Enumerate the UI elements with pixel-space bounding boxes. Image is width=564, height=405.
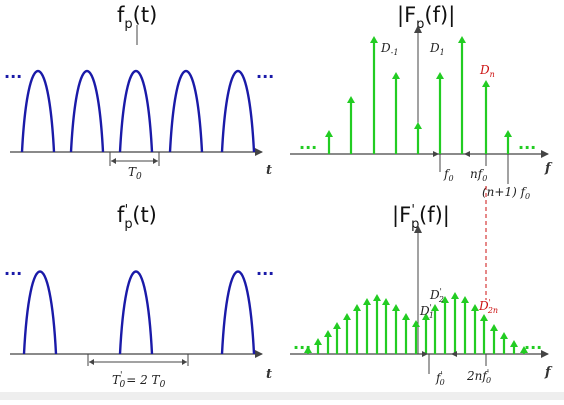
bottom-spectral-line-11-arrowhead — [402, 313, 410, 320]
top-right-f0-arrowhead — [433, 151, 439, 157]
bottom-spectral-line-1-arrowhead — [304, 346, 312, 353]
bottom-spectral-line-12-arrowhead — [412, 320, 420, 327]
top-left-period-label: T0 — [128, 165, 142, 182]
bottom-right-label-d2n: D' 2n — [478, 298, 498, 315]
top-spectral-line-7-arrowhead — [458, 36, 466, 43]
top-right-axis-label-f: f — [544, 161, 553, 176]
bottom-spectral-line-14-arrowhead — [431, 304, 439, 311]
top-left-ellipsis-left: ... — [4, 63, 22, 82]
bottom-left-ellipsis-left: ... — [4, 260, 22, 279]
bottom-spectral-line-13-arrowhead — [422, 313, 430, 320]
bottom-spectral-line-21-arrowhead — [500, 332, 508, 339]
top-right-panel: |Fp(f)| f ... ... D-1 D1 Dn f0 nf0 (n+1)… — [290, 3, 553, 300]
bottom-spectral-line-17-arrowhead — [461, 296, 469, 303]
bottom-left-axis-label-t: t — [266, 367, 272, 382]
bottom-spectral-line-5-arrowhead — [343, 313, 351, 320]
top-left-title: fp(t) — [117, 3, 157, 32]
bottom-spectral-line-3-arrowhead — [324, 330, 332, 337]
bottom-spectral-line-10-arrowhead — [392, 304, 400, 311]
bottom-right-title: |Fp' (f)| — [392, 203, 450, 232]
bottom-right-tick-2nf0: 2nf' 0 — [466, 368, 491, 385]
top-pulse-3 — [118, 69, 154, 153]
top-pulse-4 — [168, 69, 204, 153]
top-left-ellipsis-right: ... — [256, 63, 274, 82]
bottom-right-ellipsis-left: ... — [293, 334, 311, 353]
top-right-spectral-lines — [325, 36, 512, 154]
top-spectral-line-2-arrowhead — [347, 96, 355, 103]
top-spectral-line-8-arrowhead — [482, 80, 490, 87]
bottom-pulse-3 — [220, 270, 256, 355]
top-right-label-d-minus-1: D-1 — [380, 41, 398, 57]
top-pulse-2 — [69, 69, 105, 153]
top-left-pulse-train — [20, 69, 256, 153]
top-pulse-5 — [220, 69, 256, 153]
top-right-ellipsis-right: ... — [518, 134, 536, 153]
bottom-spectral-line-23-arrowhead — [520, 346, 528, 353]
top-spectral-line-4-arrowhead — [392, 72, 400, 79]
bottom-right-ellipsis-right: ... — [524, 334, 542, 353]
bottom-right-label-d2: D' 2 — [429, 287, 444, 304]
top-right-title: |Fp(f)| — [397, 3, 455, 32]
top-right-tick-f0: f0 — [443, 167, 454, 183]
bottom-pulse-1 — [22, 270, 58, 355]
bottom-left-pulse-train — [22, 270, 256, 355]
bottom-right-spectral-lines — [304, 292, 528, 354]
bottom-spectral-line-6-arrowhead — [353, 304, 361, 311]
top-right-label-d-1: D1 — [429, 41, 445, 57]
top-right-nf0-arrowhead — [464, 151, 470, 157]
bottom-spectral-line-7-arrowhead — [363, 298, 371, 305]
bottom-right-panel: |Fp' (f)| f ... ... D' 2 D' 1 D' 2n f' 0 2nf'… — [290, 203, 553, 387]
bottom-pulse-2 — [118, 270, 154, 355]
top-spectral-line-6-arrowhead — [436, 72, 444, 79]
bottom-right-tick-f0: f' 0 — [435, 370, 445, 387]
bottom-left-panel: fp' (t) t ... ... T' 0= 2 T0 — [4, 203, 274, 390]
top-right-tick-nf0: nf0 — [470, 167, 487, 183]
top-pulse-1 — [20, 69, 56, 153]
bottom-spectral-line-15-arrowhead — [441, 296, 449, 303]
bottom-left-period-label: T' 0= 2 T0 — [112, 371, 166, 390]
top-spectral-line-9-arrowhead — [504, 130, 512, 137]
top-right-ellipsis-left: ... — [299, 134, 317, 153]
bottom-spectral-line-2-arrowhead — [314, 338, 322, 345]
top-spectral-line-3-arrowhead — [370, 36, 378, 43]
bottom-spectral-line-16-arrowhead — [451, 292, 459, 299]
top-right-tick-n1f0: (n+1) f0 — [482, 185, 530, 201]
bottom-spectral-line-4-arrowhead — [333, 322, 341, 329]
top-spectral-line-1-arrowhead — [325, 130, 333, 137]
bottom-spectral-line-9-arrowhead — [382, 298, 390, 305]
bottom-spectral-line-18-arrowhead — [471, 304, 479, 311]
top-left-panel: fp(t) t ... ... T0 — [4, 3, 274, 182]
bottom-spectral-line-22-arrowhead — [510, 340, 518, 347]
bottom-right-axis-label-f: f — [544, 365, 553, 380]
bottom-left-title: fp' (t) — [117, 203, 157, 232]
top-left-period-arrowheads — [111, 158, 158, 164]
bottom-right-label-d1: D' 1 — [419, 303, 434, 320]
footer-bar — [0, 392, 564, 400]
bottom-spectral-line-19-arrowhead — [480, 314, 488, 321]
bottom-spectral-line-20-arrowhead — [490, 324, 498, 331]
top-right-label-d-n: Dn — [479, 63, 495, 79]
top-spectral-line-5-arrowhead — [414, 122, 422, 129]
bottom-spectral-line-8-arrowhead — [373, 294, 381, 301]
top-left-axis-label-t: t — [266, 163, 272, 178]
bottom-left-ellipsis-right: ... — [256, 260, 274, 279]
